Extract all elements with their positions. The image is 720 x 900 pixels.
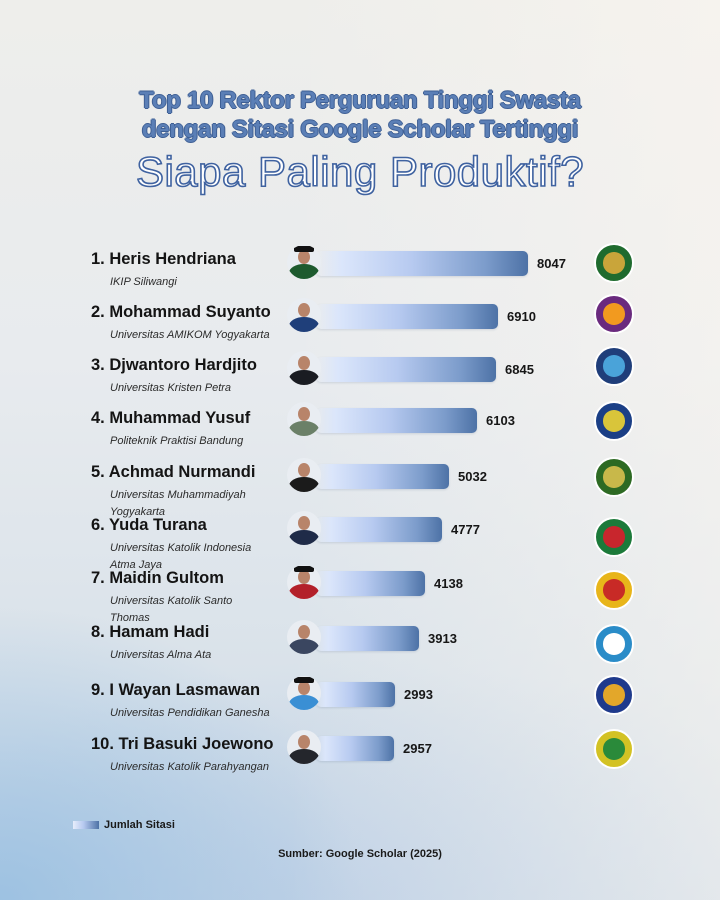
university-logo-icon [594,729,634,769]
citation-value: 4138 [434,576,463,591]
citation-value: 6103 [486,413,515,428]
chart-row: 9. I Wayan Lasmawan Universitas Pendidika… [0,681,720,741]
rector-name: 6. Yuda Turana [91,516,207,534]
source-note: Sumber: Google Scholar (2025) [278,848,442,860]
legend-swatch [73,821,99,829]
citation-value: 5032 [458,469,487,484]
institution-name: Politeknik Praktisi Bandung [110,435,244,447]
university-logo-icon [594,401,634,441]
institution-name: Universitas Alma Ata [110,649,212,661]
citation-value: 2957 [403,741,432,756]
citation-bar [316,251,528,276]
chart-row: 2. Mohammad Suyanto Universitas AMIKOM Yo… [0,303,720,363]
citation-bar [316,682,395,707]
chart-legend: Jumlah Sitasi [73,819,175,831]
university-logo-icon [594,243,634,283]
page-title-line2: dengan Sitasi Google Scholar Tertinggi [141,116,579,143]
citation-value: 2993 [404,687,433,702]
citation-value: 8047 [537,256,566,271]
chart-row: 6. Yuda Turana Universitas Katolik Indone… [0,516,720,576]
rector-avatar [287,730,321,764]
rector-avatar [287,458,321,492]
rector-avatar [287,676,321,710]
university-logo-icon [594,675,634,715]
rector-name: 7. Maidin Gultom [91,569,224,587]
chart-row: 10. Tri Basuki Joewono Universitas Katoli… [0,735,720,795]
institution-name: Universitas Katolik Santo Thomas [110,595,233,624]
rector-avatar [287,351,321,385]
rector-name: 9. I Wayan Lasmawan [91,681,261,699]
citation-bar [316,626,419,651]
page-title-line1: Top 10 Rektor Perguruan Tinggi Swasta [139,87,581,114]
citation-value: 6910 [507,309,536,324]
rector-name: 5. Achmad Nurmandi [91,463,256,481]
citation-bar [316,517,442,542]
university-logo-icon [594,517,634,557]
chart-row: 5. Achmad Nurmandi Universitas Muhammadiy… [0,463,720,523]
chart-row: 1. Heris Hendriana IKIP Siliwangi [0,250,720,310]
chart-row: 4. Muhammad Yusuf Politeknik Praktisi Ban… [0,409,720,469]
rector-avatar [287,402,321,436]
institution-name: Universitas AMIKOM Yogyakarta [110,329,270,341]
university-logo-icon [594,570,634,610]
citation-value: 3913 [428,631,457,646]
legend-label: Jumlah Sitasi [104,819,175,831]
chart-row: 8. Hamam Hadi Universitas Alma Ata [0,623,720,683]
rector-name: 10. Tri Basuki Joewono [91,735,274,753]
rector-name: 8. Hamam Hadi [91,623,210,641]
rector-name: 1. Heris Hendriana [91,250,236,268]
institution-name: Universitas Muhammadiyah Yogyakarta [110,489,246,518]
citation-bar [316,571,425,596]
university-logo-icon [594,457,634,497]
university-logo-icon [594,624,634,664]
rector-name: 4. Muhammad Yusuf [91,409,251,427]
citation-bar [316,357,496,382]
citation-bar [316,736,394,761]
rector-avatar [287,511,321,545]
citation-bar [316,304,498,329]
university-logo-icon [594,294,634,334]
rector-avatar [287,565,321,599]
rector-name: 2. Mohammad Suyanto [91,303,271,321]
institution-name: Universitas Pendidikan Ganesha [110,707,270,719]
institution-name: Universitas Katolik Parahyangan [110,761,269,773]
rector-avatar [287,245,321,279]
citation-value: 4777 [451,522,480,537]
rector-name: 3. Djwantoro Hardjito [91,356,257,374]
chart-row: 7. Maidin Gultom Universitas Katolik Sant… [0,569,720,629]
citation-bar [316,408,477,433]
citation-value: 6845 [505,362,534,377]
institution-name: IKIP Siliwangi [110,276,177,288]
page-subtitle: Siapa Paling Produktif? [135,147,585,196]
university-logo-icon [594,346,634,386]
rector-avatar [287,298,321,332]
institution-name: Universitas Kristen Petra [110,382,232,394]
rector-avatar [287,620,321,654]
citation-bar [316,464,449,489]
chart-row: 3. Djwantoro Hardjito Universitas Kristen… [0,356,720,416]
institution-name: Universitas Katolik Indonesia Atma Jaya [110,542,252,571]
